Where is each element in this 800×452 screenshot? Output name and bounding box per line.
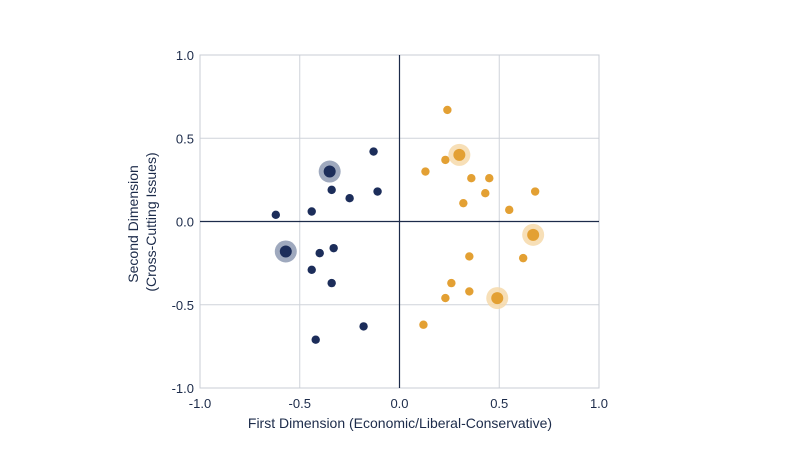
x-tick-label: -0.5 bbox=[289, 396, 311, 411]
data-point bbox=[467, 174, 476, 183]
y-axis-label-line-2: (Cross-Cutting Issues) bbox=[143, 152, 159, 291]
data-point bbox=[447, 278, 456, 288]
data-point bbox=[271, 210, 281, 220]
zero-axes bbox=[200, 55, 599, 388]
x-axis-label: First Dimension (Economic/Liberal-Conser… bbox=[248, 415, 552, 431]
data-point bbox=[530, 187, 540, 196]
x-tick-labels: -1.0 -0.5 0.0 0.5 1.0 bbox=[189, 396, 608, 411]
y-tick-label: 0.5 bbox=[176, 131, 194, 146]
y-tick-label: -1.0 bbox=[172, 381, 194, 396]
data-point bbox=[421, 167, 430, 176]
x-tick-label: 0.0 bbox=[390, 396, 408, 411]
data-point bbox=[441, 155, 450, 165]
x-tick-label: -1.0 bbox=[189, 396, 211, 411]
data-point bbox=[443, 105, 452, 115]
highlighted-point bbox=[491, 292, 504, 305]
highlighted-point bbox=[323, 165, 336, 178]
highlighted-point bbox=[527, 228, 540, 241]
highlighted-point bbox=[279, 245, 292, 258]
data-point bbox=[505, 205, 514, 215]
y-tick-label: -0.5 bbox=[172, 298, 194, 313]
data-point bbox=[359, 322, 368, 331]
data-point bbox=[315, 248, 324, 258]
data-point bbox=[369, 147, 378, 156]
data-point bbox=[329, 243, 338, 253]
data-point bbox=[459, 198, 468, 208]
data-point bbox=[465, 252, 474, 261]
y-axis-label: Second Dimension (Cross-Cutting Issues) bbox=[125, 152, 159, 291]
data-point bbox=[481, 188, 490, 198]
data-point bbox=[465, 287, 474, 296]
data-point bbox=[518, 253, 528, 263]
data-point bbox=[485, 174, 494, 183]
x-tick-label: 1.0 bbox=[590, 396, 608, 411]
data-point bbox=[327, 185, 336, 195]
data-point bbox=[419, 320, 428, 329]
data-point bbox=[345, 193, 354, 203]
y-tick-label: 0.0 bbox=[176, 215, 194, 230]
data-point bbox=[327, 278, 336, 288]
data-points bbox=[271, 105, 545, 344]
x-tick-label: 0.5 bbox=[490, 396, 508, 411]
y-tick-label: 1.0 bbox=[176, 48, 194, 63]
y-axis-label-line-1: Second Dimension bbox=[125, 165, 141, 283]
highlighted-point bbox=[453, 148, 466, 161]
data-point bbox=[311, 335, 320, 344]
data-point bbox=[307, 207, 316, 216]
data-point bbox=[373, 187, 382, 196]
y-tick-labels: -1.0 -0.5 0.0 0.5 1.0 bbox=[172, 48, 194, 396]
data-point bbox=[441, 293, 450, 303]
data-point bbox=[307, 265, 316, 274]
